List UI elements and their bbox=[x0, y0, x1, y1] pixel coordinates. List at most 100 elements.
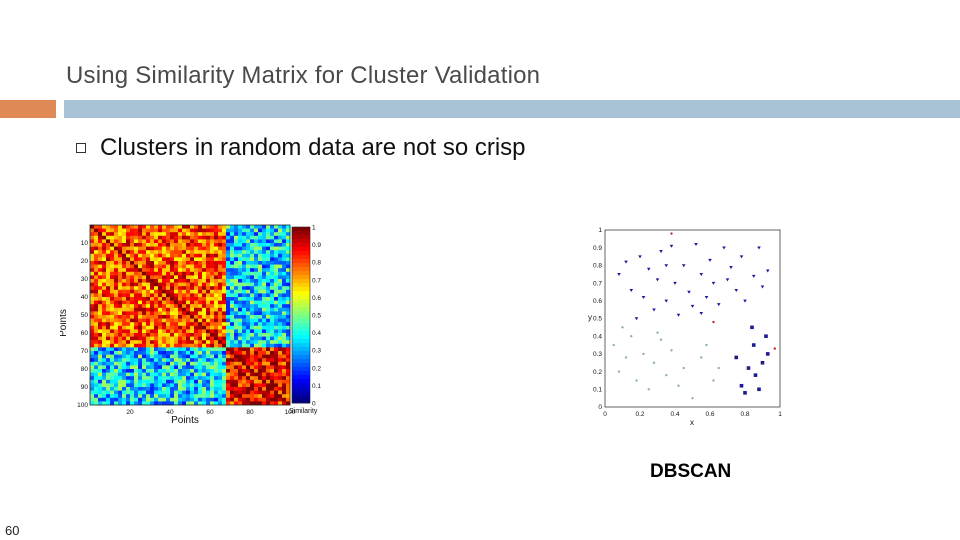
heatmap-cell bbox=[154, 383, 159, 388]
heatmap-cell bbox=[150, 293, 155, 298]
heatmap-cell bbox=[134, 347, 139, 352]
heatmap-cell bbox=[166, 394, 171, 399]
heatmap-cell bbox=[118, 243, 123, 247]
heatmap-cell bbox=[154, 243, 159, 247]
heatmap-cell bbox=[130, 358, 135, 363]
heatmap-cell bbox=[178, 347, 183, 352]
heatmap-cell bbox=[222, 271, 227, 276]
heatmap-cell bbox=[106, 387, 111, 391]
heatmap-cell bbox=[102, 315, 107, 319]
heatmap-cell bbox=[174, 243, 179, 247]
heatmap-cell bbox=[226, 307, 231, 312]
heatmap-cell bbox=[194, 297, 199, 301]
heatmap-cell bbox=[210, 307, 215, 312]
heatmap-cell bbox=[254, 336, 259, 341]
heatmap-cell bbox=[154, 325, 159, 330]
heatmap-cell bbox=[162, 322, 167, 327]
heatmap-cell bbox=[186, 394, 191, 399]
heatmap-cell bbox=[182, 365, 187, 370]
heatmap-cell bbox=[154, 297, 159, 301]
heatmap-cell bbox=[274, 253, 279, 258]
heatmap-cell bbox=[94, 232, 99, 237]
heatmap-cell bbox=[158, 268, 163, 273]
heatmap-cell bbox=[194, 387, 199, 391]
heatmap-cell bbox=[146, 307, 151, 312]
heatmap-cell bbox=[190, 235, 195, 240]
heatmap-cell bbox=[174, 232, 179, 237]
heatmap-cell bbox=[274, 322, 279, 327]
heatmap-cell bbox=[206, 279, 211, 283]
heatmap-cell bbox=[218, 394, 223, 399]
heatmap-cell bbox=[222, 250, 227, 255]
heatmap-cell bbox=[210, 325, 215, 330]
heatmap-cell bbox=[166, 322, 171, 327]
heatmap-cell bbox=[174, 311, 179, 316]
heatmap-cell bbox=[190, 297, 195, 301]
heatmap-cell bbox=[210, 336, 215, 341]
heatmap-cell bbox=[242, 293, 247, 298]
colorbar-swatch bbox=[292, 227, 310, 232]
heatmap-cell bbox=[238, 286, 243, 291]
heatmap-cell bbox=[246, 354, 251, 359]
heatmap-cell bbox=[150, 343, 155, 348]
heatmap-cell bbox=[270, 275, 275, 280]
heatmap-cell bbox=[110, 311, 115, 316]
heatmap-cell bbox=[222, 333, 227, 337]
heatmap-cell bbox=[118, 322, 123, 327]
heatmap-cell bbox=[206, 351, 211, 355]
heatmap-cell bbox=[238, 383, 243, 388]
heatmap-cell bbox=[262, 264, 267, 269]
colorbar-swatch bbox=[292, 311, 310, 316]
heatmap-cell bbox=[222, 397, 227, 402]
heatmap-cell bbox=[238, 354, 243, 359]
heatmap-cell bbox=[154, 228, 159, 233]
heatmap-cell bbox=[258, 225, 263, 229]
heatmap-cell bbox=[154, 293, 159, 298]
heatmap-cell bbox=[186, 261, 191, 265]
heatmap-cell bbox=[130, 325, 135, 330]
heatmap-cell bbox=[178, 239, 183, 244]
heatmap-cell bbox=[174, 304, 179, 309]
heatmap-cell bbox=[194, 333, 199, 337]
scatter-point bbox=[773, 347, 776, 350]
heatmap-cell bbox=[166, 275, 171, 280]
heatmap-cell bbox=[202, 235, 207, 240]
heatmap-cell bbox=[202, 394, 207, 399]
heatmap-cell bbox=[174, 322, 179, 327]
heatmap-cell bbox=[190, 253, 195, 258]
heatmap-cell bbox=[262, 228, 267, 233]
heatmap-cell bbox=[254, 275, 259, 280]
heatmap-cell bbox=[222, 369, 227, 373]
scatter-point bbox=[704, 296, 709, 300]
heatmap-cell bbox=[254, 372, 259, 377]
heatmap-cell bbox=[246, 376, 251, 381]
heatmap-cell bbox=[262, 387, 267, 391]
heatmap-cell bbox=[90, 264, 95, 269]
heatmap-cell bbox=[162, 286, 167, 291]
heatmap-cell bbox=[278, 325, 283, 330]
heatmap-cell bbox=[278, 369, 283, 373]
heatmap-cell bbox=[102, 268, 107, 273]
heatmap-cell bbox=[250, 268, 255, 273]
heatmap-cell bbox=[114, 390, 119, 395]
heatmap-cell bbox=[250, 347, 255, 352]
heatmap-cell bbox=[102, 297, 107, 301]
heatmap-cell bbox=[250, 354, 255, 359]
heatmap-cell bbox=[206, 369, 211, 373]
scatter-point bbox=[664, 299, 669, 303]
heatmap-cell bbox=[142, 351, 147, 355]
heatmap-cell bbox=[274, 311, 279, 316]
heatmap-cell bbox=[190, 401, 195, 406]
scatter-point bbox=[760, 360, 765, 365]
heatmap-cell bbox=[122, 343, 127, 348]
heatmap-cell bbox=[266, 347, 271, 352]
heatmap-cell bbox=[166, 239, 171, 244]
heatmap-cell bbox=[198, 300, 203, 305]
heatmap-cell bbox=[174, 387, 179, 391]
heatmap-cell bbox=[254, 271, 259, 276]
heatmap-cell bbox=[138, 322, 143, 327]
heatmap-cell bbox=[246, 300, 251, 305]
heatmap-cell bbox=[178, 311, 183, 316]
heatmap-cell bbox=[186, 379, 191, 384]
heatmap-cell bbox=[230, 369, 235, 373]
